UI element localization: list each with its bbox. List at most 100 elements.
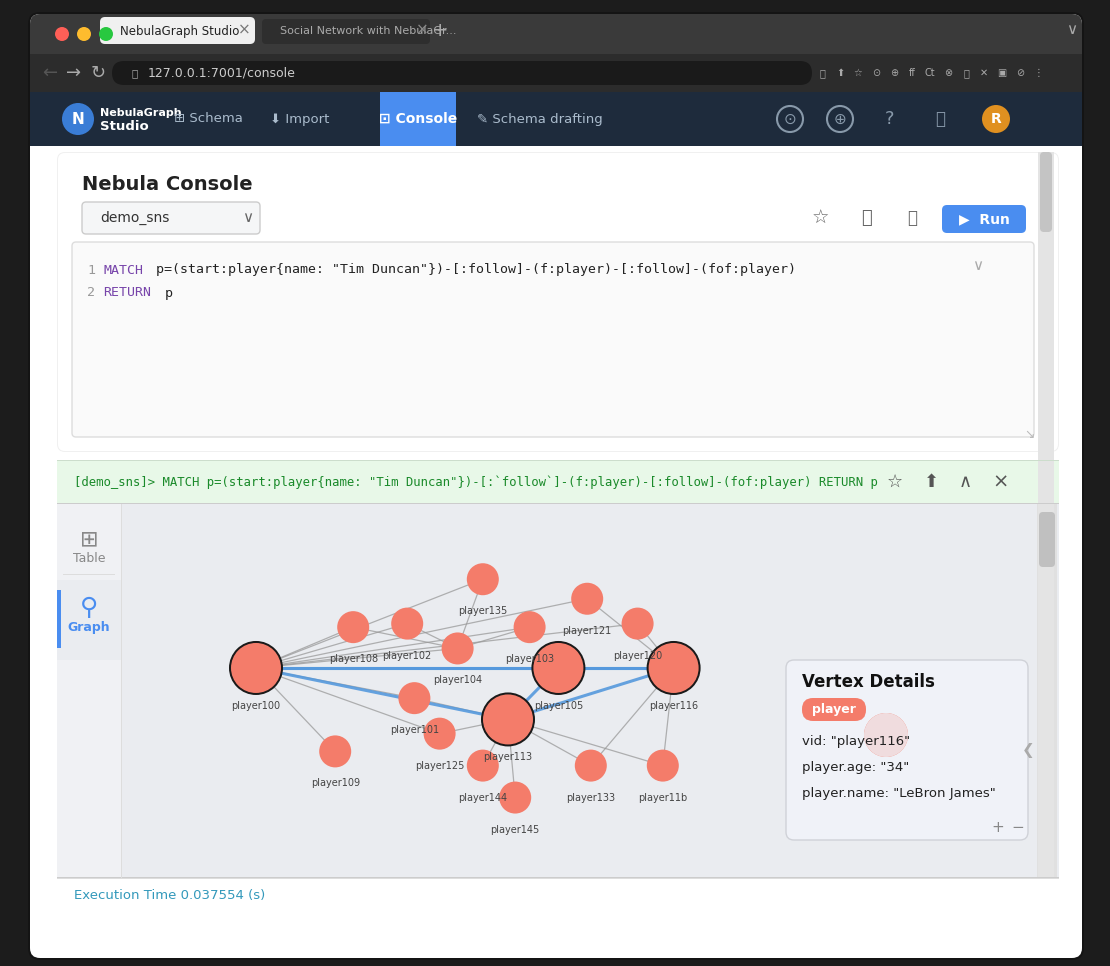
Circle shape <box>234 646 278 690</box>
Bar <box>57 460 1059 504</box>
Text: ⊞: ⊞ <box>80 530 99 550</box>
Text: player103: player103 <box>505 654 554 665</box>
Text: Ct: Ct <box>925 68 936 78</box>
Bar <box>380 92 456 146</box>
Circle shape <box>231 643 281 693</box>
Bar <box>57 878 1059 912</box>
Circle shape <box>229 641 283 695</box>
Text: ▶  Run: ▶ Run <box>959 212 1009 226</box>
Text: ⏱: ⏱ <box>860 209 871 227</box>
Text: player108: player108 <box>329 654 377 665</box>
FancyBboxPatch shape <box>57 152 1059 452</box>
Circle shape <box>486 697 529 742</box>
Bar <box>57 460 1059 461</box>
Bar <box>1037 504 1057 878</box>
Text: ×: × <box>992 472 1009 492</box>
Bar <box>63 574 115 575</box>
FancyBboxPatch shape <box>30 14 1082 958</box>
Text: ⬆: ⬆ <box>924 473 939 491</box>
Circle shape <box>320 735 351 767</box>
Text: N: N <box>72 111 84 127</box>
Text: ←: ← <box>42 64 58 82</box>
Circle shape <box>647 750 679 781</box>
Text: player121: player121 <box>563 626 612 636</box>
Text: player101: player101 <box>390 725 438 735</box>
Text: player113: player113 <box>484 753 533 762</box>
Text: R: R <box>990 112 1001 126</box>
Bar <box>57 580 121 660</box>
Text: MATCH: MATCH <box>103 264 143 276</box>
Text: −: − <box>1011 820 1025 836</box>
Circle shape <box>56 27 69 41</box>
Circle shape <box>572 582 603 614</box>
FancyBboxPatch shape <box>82 202 260 234</box>
Text: ∧: ∧ <box>958 473 971 491</box>
Text: ×: × <box>238 22 251 38</box>
Text: player109: player109 <box>311 779 360 788</box>
Text: 🎧: 🎧 <box>935 110 945 128</box>
Circle shape <box>864 713 908 757</box>
Text: player135: player135 <box>458 607 507 616</box>
Text: player125: player125 <box>415 760 464 771</box>
Text: player11b: player11b <box>638 792 687 803</box>
Text: ∨: ∨ <box>242 211 253 225</box>
Circle shape <box>467 563 498 595</box>
Circle shape <box>467 750 498 781</box>
Bar <box>57 878 1059 879</box>
FancyBboxPatch shape <box>72 242 1035 437</box>
Text: ☆: ☆ <box>887 473 904 491</box>
Text: 🗑: 🗑 <box>907 209 917 227</box>
Circle shape <box>99 27 113 41</box>
FancyBboxPatch shape <box>803 698 866 721</box>
Circle shape <box>424 718 455 750</box>
FancyBboxPatch shape <box>28 12 1084 960</box>
Text: ⚿: ⚿ <box>819 68 825 78</box>
Bar <box>30 34 1082 54</box>
Text: ⊕: ⊕ <box>890 68 898 78</box>
Circle shape <box>398 682 431 714</box>
FancyBboxPatch shape <box>942 205 1026 233</box>
Circle shape <box>534 643 584 693</box>
Text: ⊕: ⊕ <box>834 111 847 127</box>
Text: ff: ff <box>909 68 916 78</box>
Text: demo_sns: demo_sns <box>100 211 170 225</box>
Text: RETURN: RETURN <box>103 287 151 299</box>
Text: p: p <box>157 287 173 299</box>
Text: player133: player133 <box>566 792 615 803</box>
Circle shape <box>337 611 370 643</box>
Text: Studio: Studio <box>100 120 149 132</box>
FancyBboxPatch shape <box>100 17 255 44</box>
Circle shape <box>647 641 700 695</box>
Text: ?: ? <box>886 110 895 128</box>
Text: 127.0.0.1:7001/console: 127.0.0.1:7001/console <box>148 67 296 79</box>
Bar <box>30 92 1082 146</box>
FancyBboxPatch shape <box>30 14 1082 54</box>
Bar <box>57 504 1059 878</box>
Text: player102: player102 <box>383 650 432 661</box>
Circle shape <box>532 641 585 695</box>
Text: ⊙: ⊙ <box>784 111 796 127</box>
Text: player: player <box>813 702 856 716</box>
FancyBboxPatch shape <box>262 19 430 44</box>
Circle shape <box>536 646 581 690</box>
Text: ⊙: ⊙ <box>872 68 880 78</box>
Text: player105: player105 <box>534 701 583 711</box>
FancyBboxPatch shape <box>112 61 813 85</box>
Text: [demo_sns]> MATCH p=(start:player{name: "Tim Duncan"})-[:`follow`]-(f:player)-[:: [demo_sns]> MATCH p=(start:player{name: … <box>74 475 878 489</box>
Circle shape <box>864 713 908 757</box>
Text: vid: "player116": vid: "player116" <box>803 735 910 749</box>
Text: ⬆: ⬆ <box>836 68 844 78</box>
Text: Nebula Console: Nebula Console <box>82 175 253 193</box>
Circle shape <box>391 608 423 639</box>
Text: →: → <box>67 64 81 82</box>
Text: ⊗: ⊗ <box>944 68 952 78</box>
Text: player.age: "34": player.age: "34" <box>803 761 909 775</box>
Circle shape <box>62 103 94 135</box>
Text: +: + <box>991 820 1005 836</box>
Text: ⊡ Console: ⊡ Console <box>379 112 457 126</box>
Circle shape <box>442 633 474 665</box>
FancyBboxPatch shape <box>786 660 1028 840</box>
Text: player116: player116 <box>649 701 698 711</box>
Circle shape <box>514 611 546 643</box>
Text: 1: 1 <box>87 264 95 276</box>
